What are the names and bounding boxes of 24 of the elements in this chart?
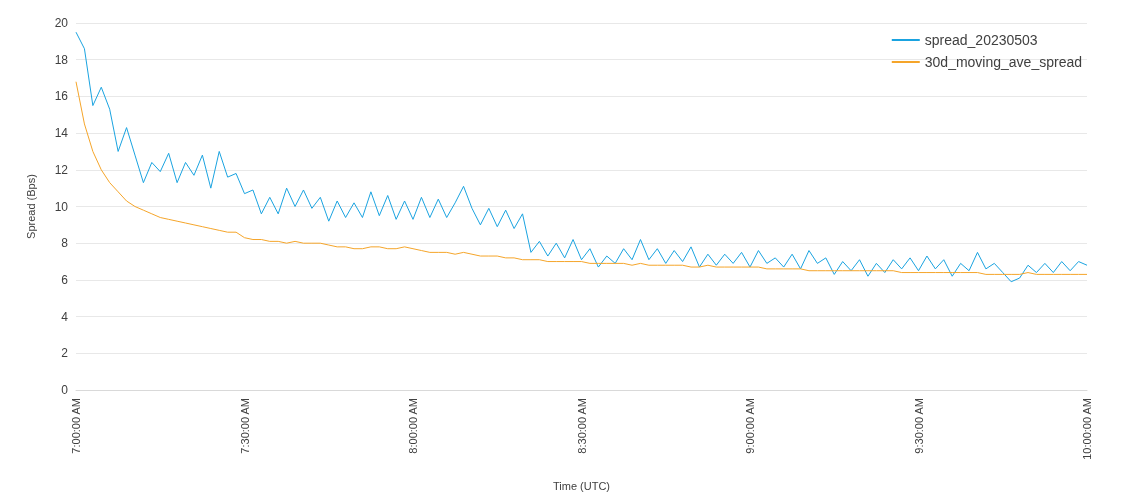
y-tick-label: 12: [54, 162, 69, 177]
x-axis-title: Time (UTC): [552, 479, 611, 492]
x-tick-label: 10:00:00 AM: [1081, 398, 1093, 460]
x-tick-label: 7:00:00 AM: [70, 398, 82, 454]
y-tick-label: 2: [61, 346, 69, 361]
line-series: [75, 31, 1088, 283]
x-tick-label: 9:30:00 AM: [912, 398, 925, 454]
x-tick-label: 8:30:00 AM: [575, 398, 588, 454]
x-tick-label: 8:00:00 AM: [407, 398, 419, 454]
x-tick-label: 7:30:00 AM: [238, 398, 251, 454]
legend-label: spread_20230503: [924, 32, 1038, 48]
y-tick-label: 14: [54, 126, 69, 141]
y-tick-label: 20: [54, 16, 69, 30]
line-series: [75, 81, 1088, 275]
y-tick-label: 0: [61, 383, 69, 397]
y-axis-title: Spread (Bps): [24, 174, 37, 239]
y-tick-label: 6: [61, 272, 69, 287]
y-tick-label: 18: [54, 52, 69, 67]
legend-label: 30d_moving_ave_spread: [924, 54, 1083, 70]
x-tick-label: 9:00:00 AM: [744, 398, 756, 454]
y-tick-label: 4: [61, 309, 69, 324]
y-tick-label: 10: [54, 199, 69, 214]
y-tick-label: 16: [54, 89, 69, 104]
y-tick-label: 8: [61, 236, 69, 251]
